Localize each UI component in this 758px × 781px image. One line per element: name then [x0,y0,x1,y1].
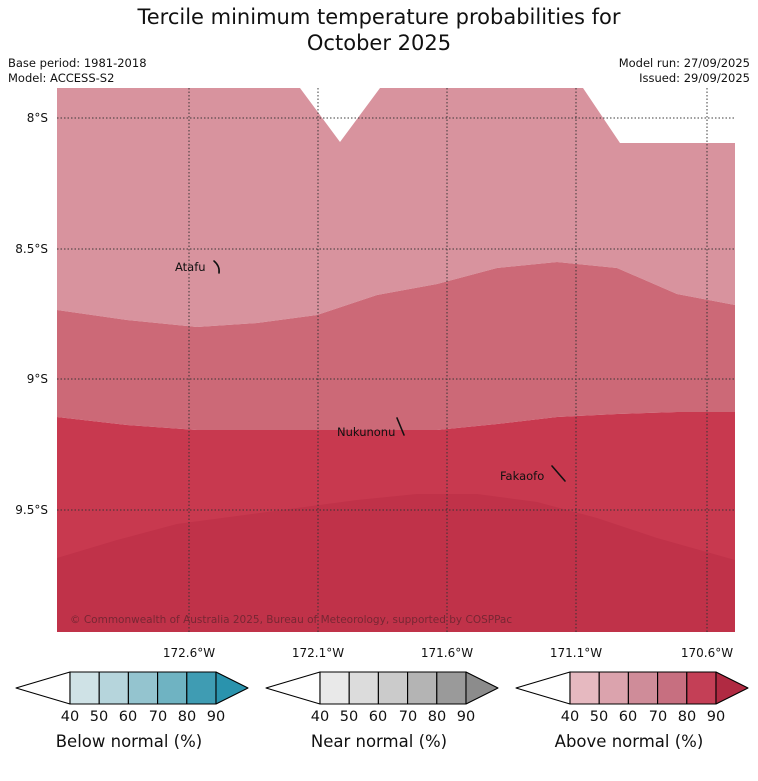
cb-above-tick-80: 80 [677,709,697,725]
cb-below-tick-50: 50 [89,709,109,725]
cb-near-band-4 [436,671,467,705]
cb-below-band-3 [157,671,188,705]
colorbar-below-normal-ticks: 40 50 60 70 80 90 [6,709,252,729]
cb-near-tick-80: 80 [427,709,447,725]
cb-above-tick-40: 40 [560,709,580,725]
band-central [57,262,735,430]
place-label-fakaofo: Fakaofo [500,469,545,483]
x-tick-1711w: 171.1°W [549,646,603,660]
colorbar-near-normal: 40 50 60 70 80 90 Near normal (%) [256,668,502,751]
issued-text: Issued: 29/09/2025 [639,71,750,85]
place-label-atafu: Atafu [175,260,206,274]
colorbar-near-normal-ticks: 40 50 60 70 80 90 [256,709,502,729]
map-fill-bands [57,88,735,632]
x-tick-1716w: 171.6°W [420,646,474,660]
x-tick-1721w: 172.1°W [291,646,345,660]
cb-above-band-3 [657,671,688,705]
colorbar-near-normal-title: Near normal (%) [310,732,448,751]
y-tick-95s: 9.5°S [15,503,48,517]
cb-above-over-arrow [715,671,749,705]
colorbar-below-normal-title: Below normal (%) [55,732,203,751]
base-period-text: Base period: 1981-2018 [8,56,147,70]
map-gridlines [57,88,735,632]
page-title: Tercile minimum temperature probabilitie… [0,4,758,56]
model-run-text: Model run: 27/09/2025 [618,56,750,70]
cb-above-band-4 [686,671,717,705]
colorbar-below-normal: 40 50 60 70 80 90 Below normal (%) [6,668,252,751]
x-tick-1726w: 172.6°W [162,646,216,660]
place-label-nukunonu: Nukunonu [337,425,396,439]
colorbar-above-normal-ticks: 40 50 60 70 80 90 [506,709,752,729]
cb-above-band-0 [569,671,600,705]
metadata-left: Base period: 1981-2018 Model: ACCESS-S2 [8,56,147,86]
cb-above-tick-90: 90 [706,709,726,725]
cb-near-under-arrow [265,671,321,705]
cb-below-under-arrow [15,671,71,705]
cb-above-band-1 [598,671,629,705]
nukunonu-atoll-icon [396,417,405,436]
probability-map: Atafu Nukunonu Fakaofo [57,88,735,632]
cb-near-band-2 [377,671,409,705]
cb-above-tick-70: 70 [648,709,668,725]
title-line-1: Tercile minimum temperature probabilitie… [137,5,621,29]
cb-below-tick-70: 70 [148,709,168,725]
cb-near-band-1 [348,671,379,705]
colorbar-above-normal-swatches [506,668,752,708]
cb-near-tick-60: 60 [368,709,388,725]
title-line-2: October 2025 [306,31,452,55]
band-far-southern [57,494,735,632]
fakaofo-atoll-icon [551,465,566,482]
cb-above-tick-60: 60 [618,709,638,725]
cb-above-band-2 [627,671,659,705]
cb-below-band-1 [98,671,129,705]
cb-below-tick-60: 60 [118,709,138,725]
y-tick-9s: 9°S [26,372,48,386]
colorbar-near-normal-swatches [256,668,502,708]
cb-near-band-3 [407,671,438,705]
model-text: Model: ACCESS-S2 [8,71,115,85]
cb-above-tick-50: 50 [589,709,609,725]
cb-below-band-4 [186,671,217,705]
y-tick-8s: 8°S [26,111,48,125]
cb-below-band-0 [69,671,100,705]
cb-near-tick-90: 90 [456,709,476,725]
y-tick-85s: 8.5°S [15,242,48,256]
colorbar-below-normal-swatches [6,668,252,708]
cb-near-tick-40: 40 [310,709,330,725]
colorbar-above-normal: 40 50 60 70 80 90 Above normal (%) [506,668,752,751]
cb-below-band-2 [127,671,159,705]
atafu-atoll-icon [213,260,220,274]
atoll-marks [213,260,566,482]
cb-near-band-0 [319,671,350,705]
cb-below-tick-40: 40 [60,709,80,725]
cb-near-over-arrow [465,671,499,705]
x-tick-1706w: 170.6°W [680,646,734,660]
cb-below-tick-90: 90 [206,709,226,725]
cb-near-tick-70: 70 [398,709,418,725]
band-northern [57,88,735,327]
cb-below-over-arrow [215,671,249,705]
colorbar-above-normal-title: Above normal (%) [554,732,704,751]
cb-above-under-arrow [515,671,571,705]
cb-below-tick-80: 80 [177,709,197,725]
copyright-text: © Commonwealth of Australia 2025, Bureau… [70,614,513,626]
metadata-right: Model run: 27/09/2025 Issued: 29/09/2025 [619,56,750,86]
cb-near-tick-50: 50 [339,709,359,725]
